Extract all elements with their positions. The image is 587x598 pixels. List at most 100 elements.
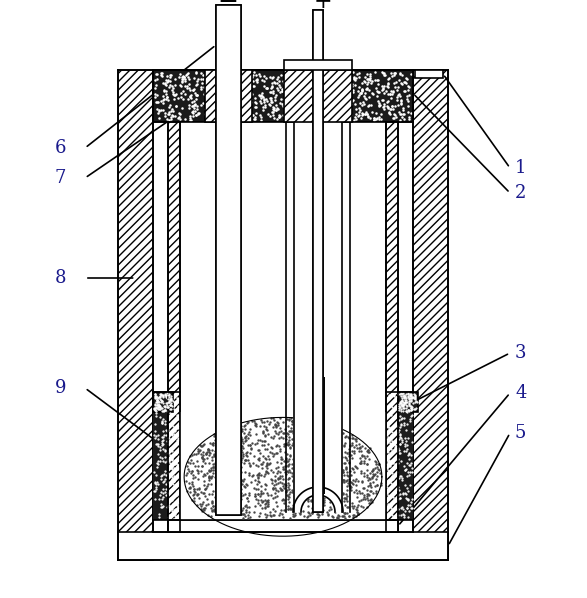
Point	[168, 89, 178, 99]
Point	[165, 80, 174, 90]
Point	[257, 75, 266, 85]
Point	[332, 512, 342, 522]
Point	[269, 483, 278, 493]
Point	[311, 484, 321, 493]
Point	[268, 510, 278, 520]
Point	[228, 485, 237, 495]
Point	[167, 112, 176, 121]
Point	[298, 437, 308, 446]
Point	[227, 108, 237, 117]
Point	[349, 464, 358, 474]
Point	[176, 80, 185, 90]
Point	[215, 88, 225, 97]
Point	[228, 477, 238, 486]
Point	[287, 459, 296, 469]
Point	[251, 421, 261, 431]
Point	[284, 474, 293, 484]
Point	[217, 430, 226, 440]
Point	[177, 76, 187, 86]
Point	[194, 108, 203, 118]
Point	[365, 490, 374, 500]
Point	[259, 417, 269, 427]
Point	[406, 108, 416, 118]
Point	[357, 113, 366, 123]
Point	[150, 403, 159, 413]
Point	[246, 477, 255, 487]
Point	[302, 109, 312, 118]
Point	[235, 495, 244, 504]
Point	[355, 90, 364, 100]
Point	[370, 115, 379, 124]
Point	[397, 80, 407, 89]
Point	[210, 74, 220, 83]
Point	[154, 106, 164, 115]
Point	[208, 507, 217, 516]
Point	[248, 70, 258, 80]
Point	[180, 114, 190, 124]
Point	[291, 424, 301, 434]
Point	[299, 477, 309, 487]
Point	[287, 419, 296, 429]
Point	[259, 421, 268, 431]
Point	[158, 426, 168, 436]
Point	[257, 436, 266, 446]
Point	[270, 475, 279, 485]
Point	[166, 77, 175, 86]
Point	[188, 86, 198, 95]
Point	[348, 447, 357, 456]
Point	[319, 465, 328, 474]
Point	[367, 466, 377, 476]
Point	[220, 425, 229, 434]
Point	[263, 451, 272, 461]
Point	[272, 468, 282, 477]
Point	[302, 512, 312, 521]
Point	[241, 114, 250, 123]
Point	[286, 426, 295, 436]
Point	[394, 448, 404, 457]
Point	[279, 465, 289, 474]
Point	[242, 508, 251, 517]
Point	[393, 444, 403, 453]
Point	[312, 490, 322, 500]
Point	[306, 452, 315, 462]
Point	[242, 68, 252, 77]
Point	[164, 109, 173, 119]
Point	[240, 100, 249, 109]
Point	[156, 68, 166, 78]
Point	[289, 425, 299, 434]
Point	[153, 97, 163, 107]
Point	[159, 86, 168, 95]
Point	[261, 469, 270, 478]
Point	[154, 430, 163, 440]
Point	[289, 73, 298, 83]
Point	[365, 496, 375, 505]
Point	[388, 113, 397, 123]
Point	[288, 105, 297, 114]
Point	[402, 401, 411, 411]
Point	[328, 452, 337, 462]
Point	[386, 439, 396, 448]
Point	[167, 465, 177, 474]
Point	[380, 81, 389, 90]
Point	[390, 83, 400, 92]
Point	[285, 426, 294, 436]
Point	[401, 488, 410, 498]
Point	[153, 90, 162, 100]
Point	[167, 453, 177, 463]
Point	[245, 425, 255, 434]
Point	[301, 102, 311, 111]
Point	[370, 68, 379, 77]
Point	[329, 73, 338, 83]
Point	[305, 440, 314, 449]
Point	[177, 103, 187, 113]
Point	[232, 450, 242, 459]
Point	[172, 90, 181, 99]
Point	[394, 446, 403, 455]
Point	[227, 429, 237, 439]
Point	[271, 105, 281, 114]
Point	[301, 427, 310, 437]
Point	[271, 477, 280, 486]
Point	[379, 88, 389, 97]
Point	[276, 99, 285, 108]
Point	[351, 434, 360, 444]
